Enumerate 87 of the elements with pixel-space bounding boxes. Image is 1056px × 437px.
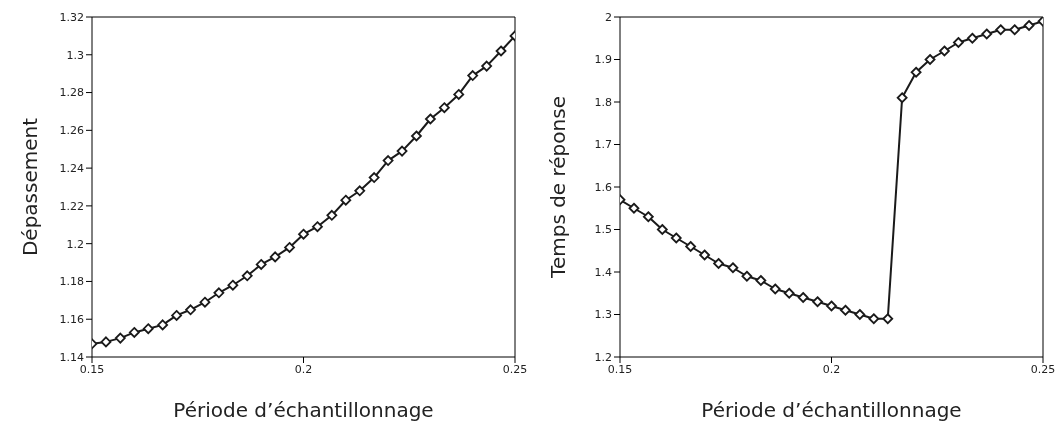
point: [142, 323, 154, 335]
point: [128, 327, 140, 338]
point: [199, 296, 211, 308]
point: [227, 279, 239, 291]
x-tick-label: 0.25: [502, 362, 528, 376]
point: [411, 130, 422, 142]
point: [114, 332, 126, 344]
point: [495, 45, 507, 57]
point: [185, 304, 196, 316]
point: [840, 304, 851, 316]
point: [481, 60, 493, 72]
point: [157, 319, 169, 331]
point: [769, 283, 781, 295]
x-tick-label: 0.25: [1030, 362, 1056, 376]
x-tick-label: 0.2: [294, 362, 313, 376]
point: [312, 221, 323, 233]
y-tick-label: 1.14: [59, 350, 84, 364]
point: [685, 241, 697, 252]
point: [981, 28, 993, 40]
point: [896, 92, 908, 104]
point: [354, 185, 366, 197]
point: [340, 194, 352, 206]
point: [396, 145, 408, 157]
point: [854, 309, 866, 320]
point: [241, 270, 253, 282]
y-axis-title: Temps de réponse: [546, 96, 571, 279]
point: [100, 336, 112, 348]
point: [1009, 24, 1021, 36]
y-tick-label: 1.6: [594, 180, 612, 194]
x-tick-label: 0.2: [822, 362, 841, 376]
y-tick-label: 1.3: [66, 48, 84, 62]
point: [642, 211, 654, 223]
point: [755, 275, 767, 286]
point: [382, 155, 394, 166]
point: [966, 32, 978, 44]
y-tick-label: 1.9: [594, 53, 612, 67]
point: [924, 54, 936, 65]
y-tick-label: 1.3: [594, 308, 612, 322]
y-tick-label: 1.28: [59, 86, 84, 100]
point: [255, 259, 267, 270]
point: [882, 313, 894, 325]
point: [298, 228, 309, 240]
point: [453, 89, 465, 100]
y-tick-label: 2: [605, 10, 612, 24]
point: [628, 202, 640, 214]
point: [670, 232, 682, 244]
point: [213, 287, 225, 299]
point: [939, 45, 950, 57]
point: [425, 113, 436, 125]
y-tick-label: 1.4: [594, 265, 612, 279]
point: [699, 249, 710, 261]
y-tick-label: 1.5: [594, 223, 612, 237]
y-tick-label: 1.18: [59, 275, 84, 289]
point: [284, 242, 295, 253]
x-axis-title: Période d’échantillonnage: [173, 398, 434, 422]
point: [868, 313, 880, 325]
point: [812, 296, 823, 308]
point: [995, 24, 1007, 36]
point: [797, 292, 809, 303]
point: [438, 102, 450, 114]
point: [368, 172, 380, 183]
point: [467, 70, 479, 81]
point: [269, 251, 281, 263]
y-axis-title: Dépassement: [18, 117, 43, 257]
x-tick-label: 0.15: [607, 362, 633, 376]
y-tick-label: 1.7: [594, 138, 612, 152]
point: [1023, 20, 1035, 31]
point: [826, 300, 837, 312]
y-tick-label: 1.16: [59, 313, 84, 327]
point: [326, 209, 338, 221]
point: [656, 224, 668, 235]
y-tick-label: 1.32: [59, 10, 84, 24]
point: [953, 37, 964, 48]
y-tick-label: 1.2: [594, 350, 612, 364]
y-tick-label: 1.24: [59, 162, 84, 176]
y-tick-label: 1.8: [594, 95, 612, 109]
x-axis-title: Période d’échantillonnage: [701, 398, 962, 422]
point: [783, 287, 795, 299]
point: [713, 258, 724, 269]
y-tick-label: 1.26: [59, 124, 84, 138]
point: [741, 270, 753, 282]
y-tick-label: 1.2: [66, 237, 84, 251]
point: [171, 310, 182, 321]
y-tick-label: 1.22: [59, 199, 84, 213]
point: [910, 66, 922, 78]
point: [727, 262, 739, 274]
x-tick-label: 0.15: [79, 362, 105, 376]
